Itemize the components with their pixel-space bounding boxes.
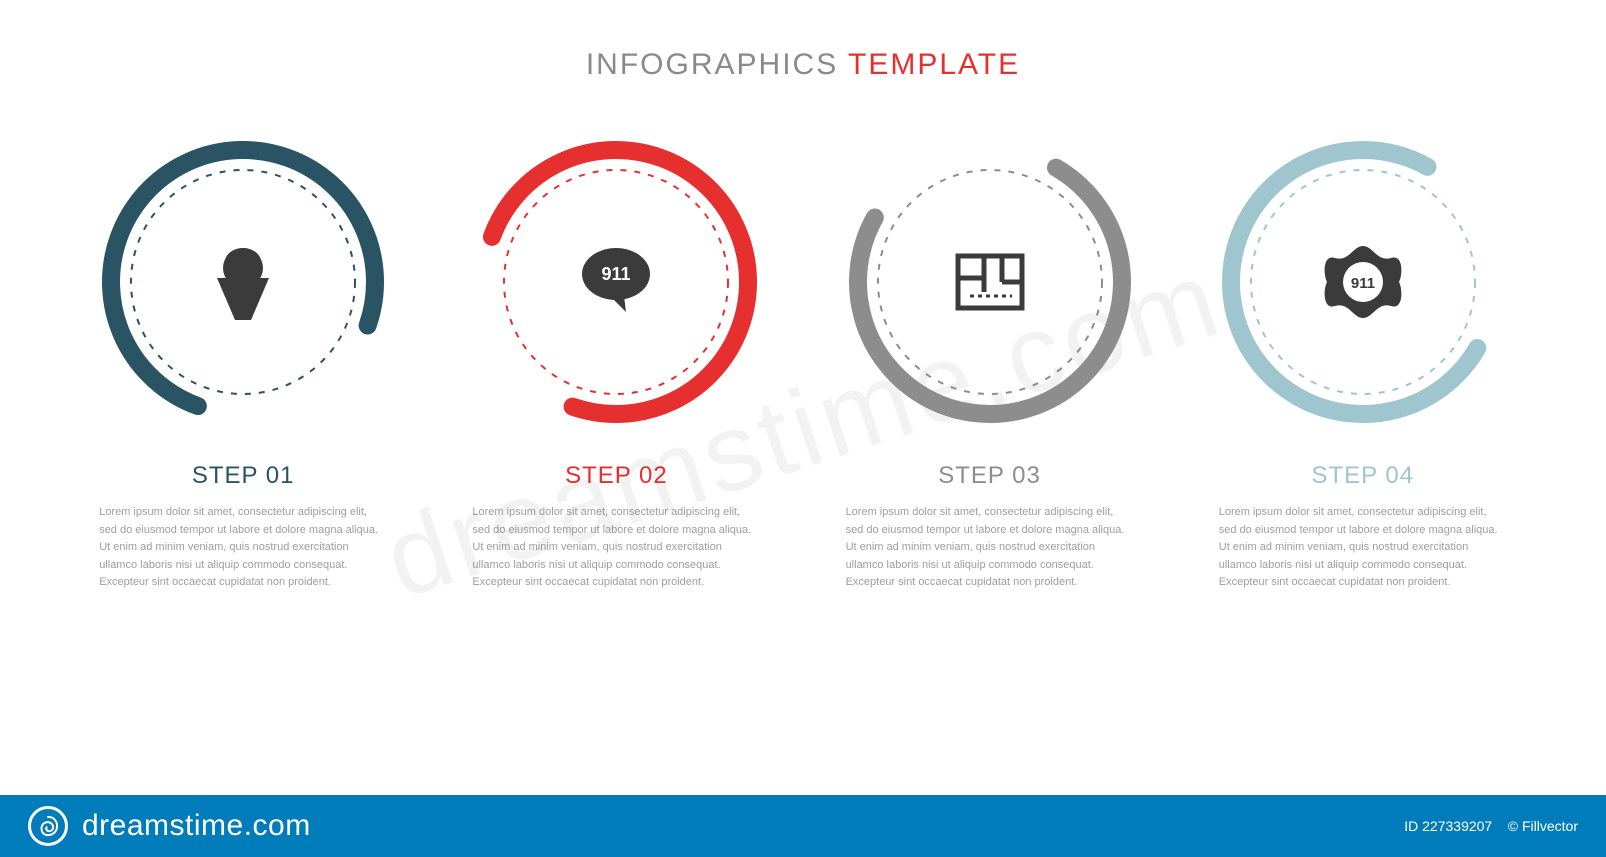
emergency-911-badge-icon: 911: [1324, 246, 1401, 318]
title-word-1: INFOGRAPHICS: [586, 48, 838, 81]
footer-id: ID 227339207: [1404, 818, 1492, 834]
footer-right: ID 227339207 © Fillvector: [1404, 818, 1578, 834]
footer-author: © Fillvector: [1508, 818, 1578, 834]
step-03-outer-arc: [840, 132, 1140, 432]
step-04-body: Lorem ipsum dolor sit amet, consectetur …: [1193, 504, 1533, 592]
title-word-2: TEMPLATE: [848, 48, 1020, 81]
dreamstime-logo-icon: [28, 806, 68, 846]
step-02-ring: 911: [466, 132, 766, 432]
step-04: 911 STEP 04 Lorem ipsum dolor sit amet, …: [1193, 132, 1533, 592]
step-04-ring: 911: [1213, 132, 1513, 432]
fire-bucket-icon: [217, 248, 269, 320]
step-02-label: STEP 02: [565, 462, 668, 490]
evacuation-plan-icon: [958, 256, 1022, 308]
footer-left: dreamstime.com: [28, 806, 311, 846]
step-01-ring: [93, 132, 393, 432]
step-03-ring: [840, 132, 1140, 432]
step-01-body: Lorem ipsum dolor sit amet, consectetur …: [73, 504, 413, 592]
badge-911-text: 911: [1351, 275, 1375, 292]
footer-bar: dreamstime.com ID 227339207 © Fillvector: [0, 795, 1606, 857]
step-03-body: Lorem ipsum dolor sit amet, consectetur …: [820, 504, 1160, 592]
steps-row: STEP 01 Lorem ipsum dolor sit amet, cons…: [0, 132, 1606, 592]
step-01: STEP 01 Lorem ipsum dolor sit amet, cons…: [73, 132, 413, 592]
page-title: INFOGRAPHICS TEMPLATE: [0, 0, 1606, 82]
step-04-label: STEP 04: [1311, 462, 1414, 490]
step-01-label: STEP 01: [192, 462, 295, 490]
footer-brand: dreamstime.com: [82, 809, 311, 843]
speech-911-icon: 911: [582, 248, 650, 312]
step-02-body: Lorem ipsum dolor sit amet, consectetur …: [446, 504, 786, 592]
step-03: STEP 03 Lorem ipsum dolor sit amet, cons…: [820, 132, 1160, 592]
step-03-dashed-circle: [878, 170, 1102, 394]
speech-911-text: 911: [602, 264, 631, 284]
step-03-label: STEP 03: [938, 462, 1041, 490]
step-02: 911 STEP 02 Lorem ipsum dolor sit amet, …: [446, 132, 786, 592]
